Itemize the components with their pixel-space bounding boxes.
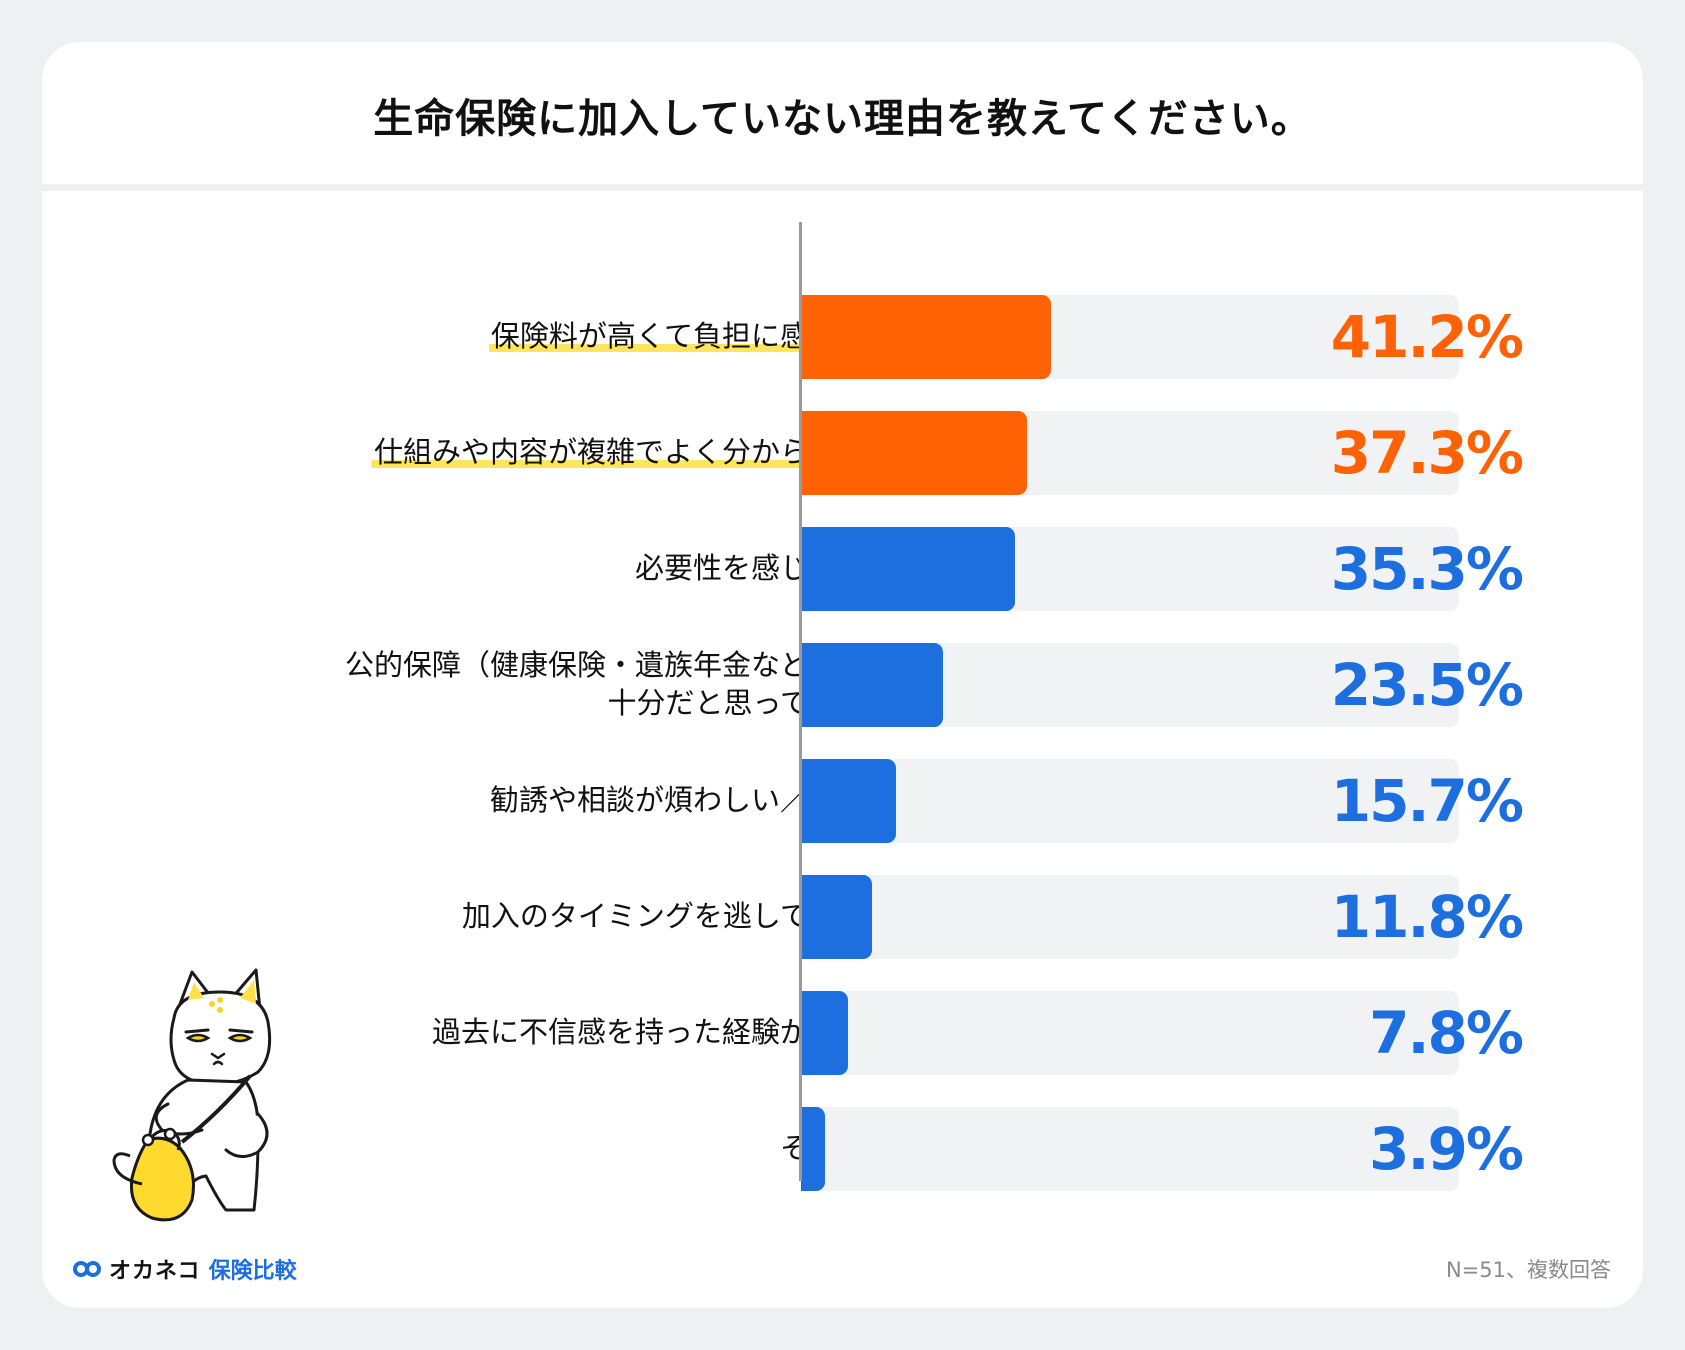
bar-row: 必要性を感じない 35.3% xyxy=(0,527,1685,611)
title-divider xyxy=(42,184,1643,191)
bar-row: 勧誘や相談が煩わしい／苦手 15.7% xyxy=(0,759,1685,843)
value-label: 7.8% xyxy=(1369,999,1524,1067)
bar xyxy=(801,527,1015,611)
value-label: 23.5% xyxy=(1330,651,1524,719)
category-label-text: 仕組みや内容が複雑でよく分からない xyxy=(371,434,869,472)
brand-sub: 保険比較 xyxy=(208,1259,297,1284)
bar-row: 加入のタイミングを逃している 11.8% xyxy=(0,875,1685,959)
bar-track xyxy=(801,875,1459,959)
bar xyxy=(801,759,897,843)
bar-row: 保険料が高くて負担に感じる 41.2% xyxy=(0,295,1685,379)
value-label: 11.8% xyxy=(1330,883,1524,951)
category-label: 公的保障（健康保険・遺族年金など）で 十分だと思っている xyxy=(343,643,869,727)
category-label: 過去に不信感を持った経験がある xyxy=(430,991,869,1075)
value-label: 3.9% xyxy=(1369,1115,1524,1183)
value-label: 37.3% xyxy=(1330,419,1524,487)
bar-row: 仕組みや内容が複雑でよく分からない 37.3% xyxy=(0,411,1685,495)
bar-track xyxy=(801,991,1459,1075)
value-label: 41.2% xyxy=(1330,303,1524,371)
value-label: 15.7% xyxy=(1330,767,1524,835)
brand-name: オカネコ xyxy=(109,1259,201,1284)
bar-row: 過去に不信感を持った経験がある 7.8% xyxy=(0,991,1685,1075)
cat-mascot-illustration xyxy=(112,968,272,1222)
logo-mark-icon xyxy=(73,1261,101,1277)
bar xyxy=(801,411,1027,495)
bar xyxy=(801,991,849,1075)
bar xyxy=(801,643,944,727)
bar-track xyxy=(801,759,1459,843)
y-axis-line xyxy=(799,222,802,1181)
title-bar: 生命保険に加入していない理由を教えてください。 xyxy=(42,42,1643,188)
sample-note: N=51、複数回答 xyxy=(1445,1258,1611,1282)
bar xyxy=(801,875,873,959)
brand-logo: オカネコ 保険比較 xyxy=(73,1253,297,1285)
category-label-text: 公的保障（健康保険・遺族年金など）で 十分だと思っている xyxy=(344,648,867,720)
category-label: 仕組みや内容が複雑でよく分からない xyxy=(371,411,869,495)
bar-track xyxy=(801,1107,1459,1191)
bar-row: 公的保障（健康保険・遺族年金など）で 十分だと思っている 23.5% xyxy=(0,643,1685,727)
chart-title: 生命保険に加入していない理由を教えてください。 xyxy=(373,96,1312,142)
bar xyxy=(801,295,1051,379)
bar xyxy=(801,1107,825,1191)
category-label-text: 過去に不信感を持った経験がある xyxy=(431,1015,867,1050)
bar-row: その他3.9% xyxy=(0,1107,1685,1191)
value-label: 35.3% xyxy=(1330,535,1524,603)
